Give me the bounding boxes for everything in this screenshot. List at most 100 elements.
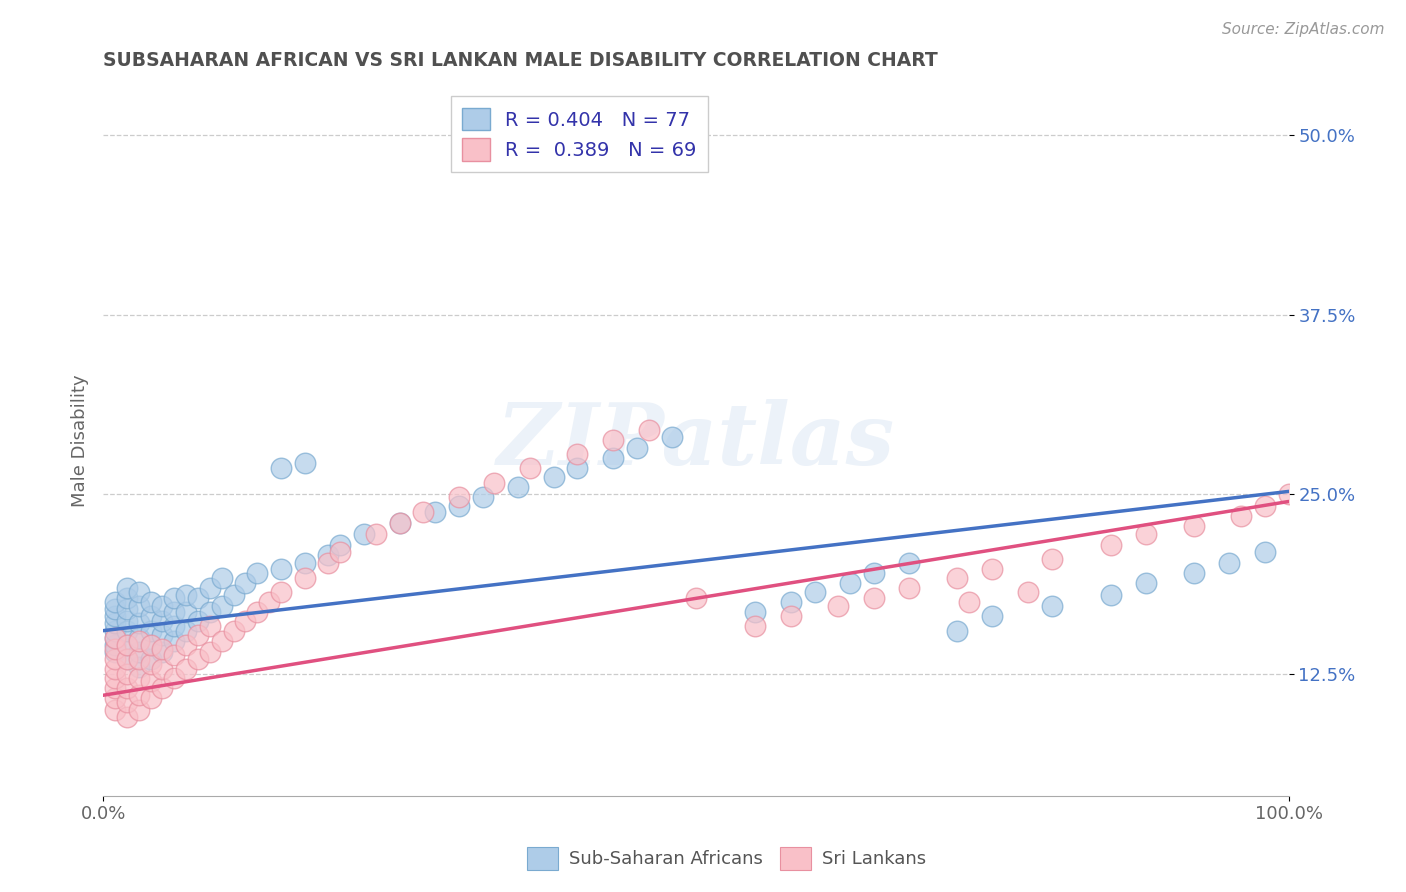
Point [187, 614, 209, 628]
Point [447, 490, 470, 504]
Point [139, 638, 162, 652]
Point [637, 423, 659, 437]
Point [128, 688, 150, 702]
Point [198, 645, 221, 659]
Text: ZIPatlas: ZIPatlas [496, 399, 896, 483]
Text: SUBSAHARAN AFRICAN VS SRI LANKAN MALE DISABILITY CORRELATION CHART: SUBSAHARAN AFRICAN VS SRI LANKAN MALE DI… [103, 51, 938, 70]
Point [104, 624, 127, 638]
Point [152, 628, 174, 642]
Point [1254, 544, 1277, 558]
Point [981, 609, 1004, 624]
Point [139, 657, 162, 671]
Point [104, 602, 127, 616]
Point [174, 588, 197, 602]
Point [174, 638, 197, 652]
Point [115, 638, 138, 652]
Point [104, 595, 127, 609]
Point [471, 490, 494, 504]
Text: Source: ZipAtlas.com: Source: ZipAtlas.com [1222, 22, 1385, 37]
Point [139, 652, 162, 666]
Point [246, 566, 269, 581]
Point [945, 570, 967, 584]
Point [447, 499, 470, 513]
Point [1135, 527, 1157, 541]
Point [779, 595, 801, 609]
Point [128, 631, 150, 645]
Point [174, 662, 197, 676]
Point [1218, 556, 1240, 570]
Point [827, 599, 849, 614]
Point [115, 614, 138, 628]
Point [128, 645, 150, 659]
Point [839, 576, 862, 591]
Point [104, 662, 127, 676]
Point [423, 504, 446, 518]
Point [152, 681, 174, 695]
Point [235, 614, 257, 628]
Point [163, 633, 186, 648]
Point [519, 461, 541, 475]
Point [862, 566, 884, 581]
Point [139, 691, 162, 706]
Point [981, 562, 1004, 576]
Point [318, 548, 340, 562]
Point [211, 570, 233, 584]
Point [128, 585, 150, 599]
Point [1278, 487, 1301, 501]
Point [104, 642, 127, 657]
Y-axis label: Male Disability: Male Disability [72, 374, 89, 507]
Point [104, 631, 127, 645]
Point [139, 595, 162, 609]
Point [294, 570, 316, 584]
Point [1040, 599, 1063, 614]
Point [104, 638, 127, 652]
Point [128, 671, 150, 685]
Point [567, 447, 589, 461]
Point [163, 671, 186, 685]
Point [898, 556, 921, 570]
Point [115, 681, 138, 695]
Point [198, 619, 221, 633]
Point [115, 638, 138, 652]
Point [543, 470, 565, 484]
Point [1099, 537, 1122, 551]
Point [388, 516, 411, 530]
Legend: R = 0.404   N = 77, R =  0.389   N = 69: R = 0.404 N = 77, R = 0.389 N = 69 [451, 96, 709, 172]
Point [364, 527, 387, 541]
Point [139, 624, 162, 638]
Point [744, 605, 766, 619]
Point [270, 461, 292, 475]
Point [104, 609, 127, 624]
Point [174, 605, 197, 619]
Point [198, 581, 221, 595]
Point [104, 691, 127, 706]
Point [803, 585, 825, 599]
Point [115, 652, 138, 666]
Point [388, 516, 411, 530]
Point [862, 591, 884, 605]
Point [152, 599, 174, 614]
Point [270, 585, 292, 599]
Point [945, 624, 967, 638]
Point [222, 624, 245, 638]
Point [152, 645, 174, 659]
Point [163, 619, 186, 633]
Point [235, 576, 257, 591]
Point [685, 591, 707, 605]
Point [1099, 588, 1122, 602]
Point [198, 605, 221, 619]
Point [412, 504, 434, 518]
Point [104, 703, 127, 717]
Point [744, 619, 766, 633]
Point [115, 695, 138, 709]
Point [163, 648, 186, 662]
Text: Sri Lankans: Sri Lankans [823, 849, 927, 868]
Point [318, 556, 340, 570]
Point [115, 602, 138, 616]
Point [128, 652, 150, 666]
Point [163, 591, 186, 605]
Point [898, 581, 921, 595]
Point [1040, 552, 1063, 566]
Point [257, 595, 280, 609]
Point [567, 461, 589, 475]
